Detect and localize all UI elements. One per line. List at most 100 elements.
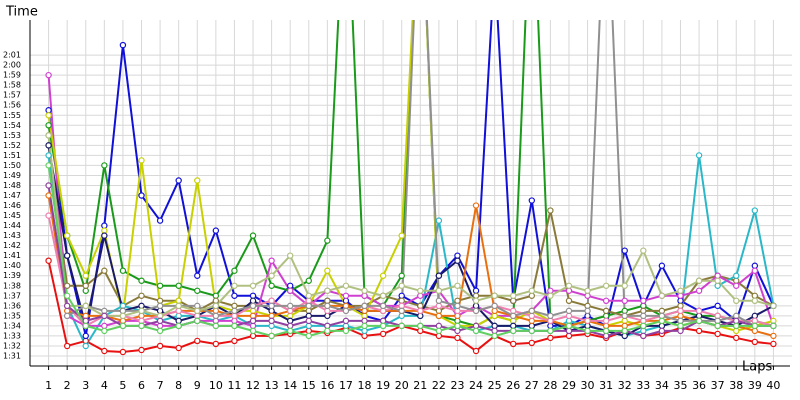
point [454,257,461,264]
y-tick-label: 1:34 [3,321,21,330]
y-tick-label: 1:48 [3,181,21,190]
x-tick-label: 11 [227,379,241,392]
x-tick-label: 9 [194,379,201,392]
point [770,340,777,348]
point [194,287,201,294]
x-tick-label: 34 [655,379,669,392]
point [156,342,164,350]
x-tick-label: 10 [209,379,223,392]
x-tick-label: 26 [506,379,520,392]
point [398,232,405,239]
point [584,287,591,294]
point [510,327,517,335]
point [138,157,145,164]
y-tick-label: 1:52 [3,141,21,150]
point [398,307,405,315]
x-tick-label: 1 [45,379,52,392]
point [119,348,127,356]
point [435,327,443,335]
point [454,322,461,330]
x-tick-label: 15 [302,379,316,392]
y-tick-label: 1:49 [3,171,21,180]
point [175,177,182,184]
point [640,297,647,305]
x-tick-label: 13 [265,379,279,392]
point [714,330,721,338]
point [714,302,721,310]
point [63,252,71,259]
x-tick-label: 22 [432,379,446,392]
x-tick-label: 35 [673,379,687,392]
point [640,332,647,340]
point [101,267,108,274]
point [342,317,350,325]
point [640,322,647,330]
y-tick-label: 1:51 [3,151,21,160]
point [379,322,387,330]
x-tick-label: 17 [339,379,353,392]
series-line [47,145,774,337]
point [714,322,721,330]
point [268,317,275,325]
point [417,287,424,294]
x-tick-label: 19 [376,379,390,392]
point [770,302,777,310]
point [305,302,312,310]
point [751,338,759,346]
x-tick-label: 4 [101,379,108,392]
y-tick-label: 1:47 [3,191,21,200]
x-tick-label: 36 [692,379,706,392]
point [286,302,294,310]
point [138,307,145,315]
plot-area [45,20,777,356]
point [63,312,71,320]
point [231,322,238,330]
y-tick-label: 1:33 [3,331,21,340]
point [138,322,145,330]
point [268,272,275,279]
point [621,327,628,335]
series-line [47,20,774,327]
point [454,282,461,289]
series-line [47,215,774,328]
point [528,197,536,204]
point [602,327,610,335]
point [677,307,684,315]
point [770,332,777,340]
point [454,334,461,342]
point [212,312,220,320]
x-tick-label: 31 [599,379,613,392]
point [547,334,554,342]
point [45,152,52,159]
y-tick-label: 1:44 [3,221,21,230]
point [379,330,387,338]
point [714,277,721,284]
point [640,312,647,320]
y-tick-label: 1:38 [3,281,21,290]
point [472,327,480,335]
x-tick-label: 3 [82,379,89,392]
point [45,182,52,189]
point [547,312,554,320]
point [621,312,628,320]
point [658,317,666,325]
point [324,267,331,274]
point [212,227,220,234]
point [324,327,331,335]
point [82,332,89,340]
y-tick-label: 1:57 [3,91,21,100]
point [156,317,164,325]
point [602,317,610,325]
x-tick-label: 38 [729,379,743,392]
point [528,287,536,294]
point [733,297,740,305]
point [547,292,554,299]
point [417,322,424,330]
x-tick-label: 6 [138,379,145,392]
point [194,317,201,325]
point [342,307,350,315]
point [379,272,387,279]
x-tick-label: 39 [748,379,762,392]
point [119,267,127,274]
